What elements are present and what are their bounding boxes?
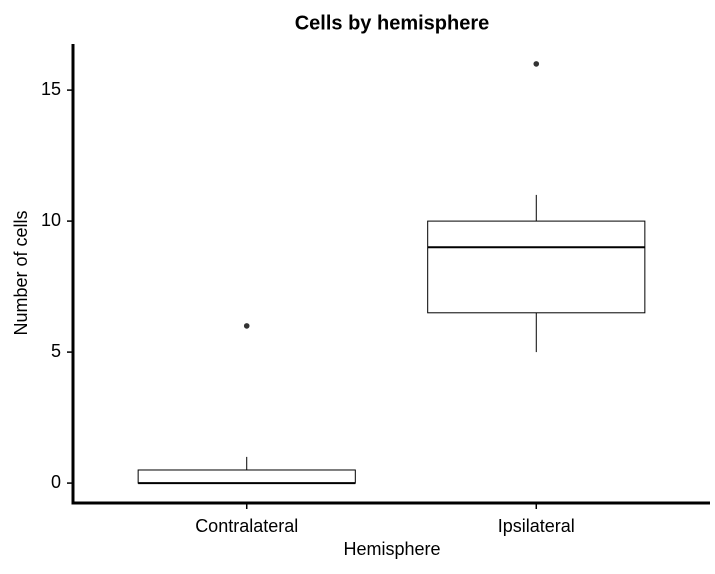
y-axis-label: Number of cells xyxy=(11,210,31,335)
y-tick-label: 0 xyxy=(51,472,61,492)
y-tick-label: 5 xyxy=(51,341,61,361)
outlier xyxy=(533,61,540,67)
y-tick-label: 15 xyxy=(41,79,61,99)
y-tick-label: 10 xyxy=(41,210,61,230)
x-tick-label: Contralateral xyxy=(195,516,298,536)
x-tick-label: Ipsilateral xyxy=(498,516,575,536)
chart-title: Cells by hemisphere xyxy=(295,12,490,34)
box xyxy=(137,469,356,484)
outlier xyxy=(243,323,250,329)
x-axis-label: Hemisphere xyxy=(343,539,440,559)
box xyxy=(427,220,646,314)
